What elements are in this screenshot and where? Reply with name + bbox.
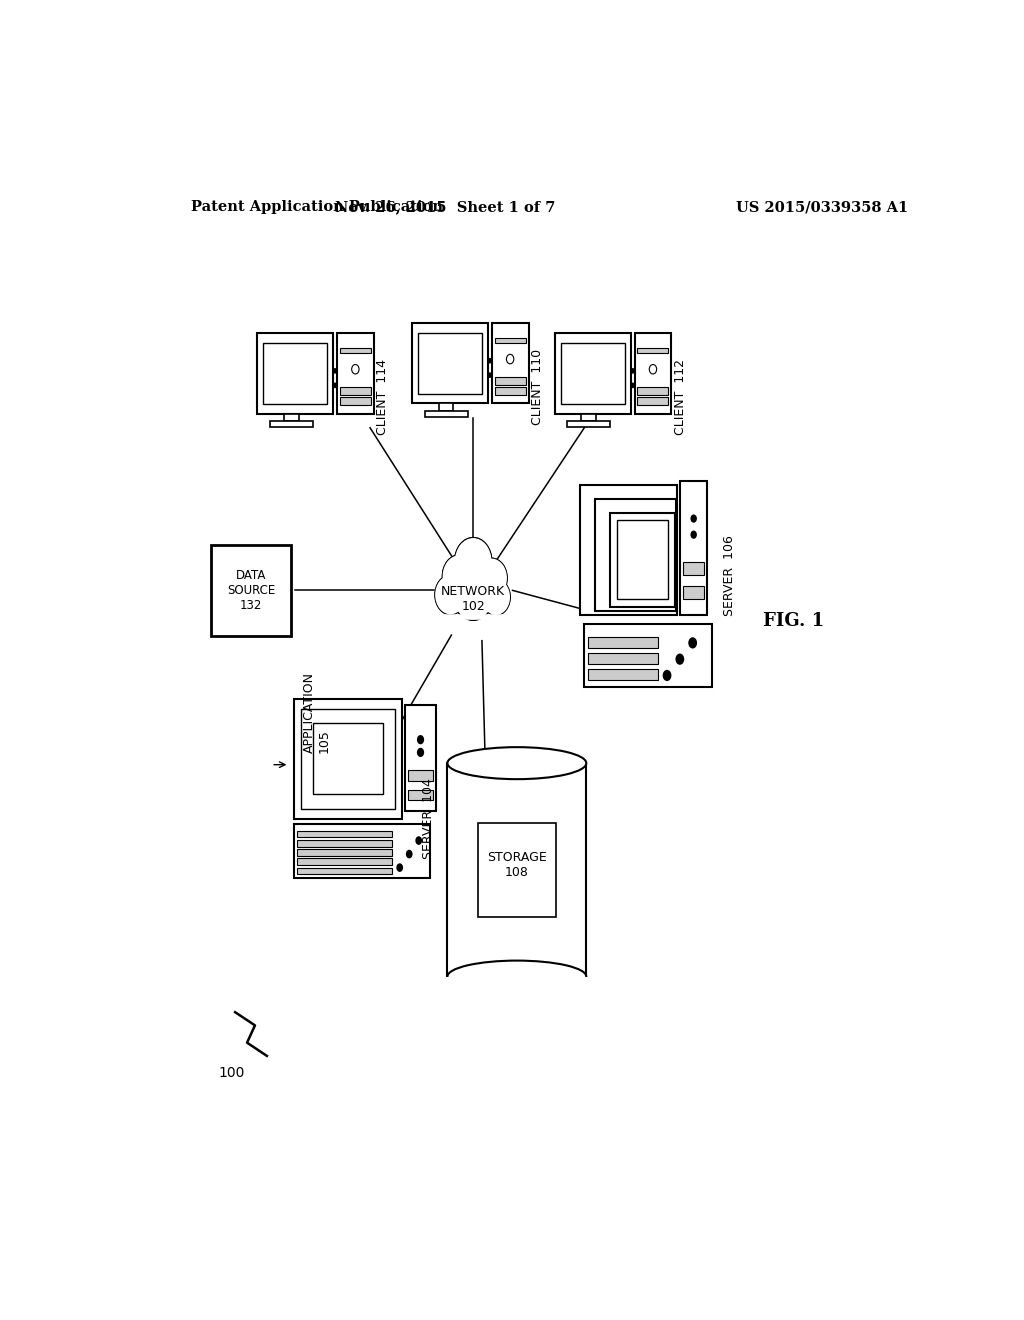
Bar [263,343,327,404]
Circle shape [507,354,514,364]
Circle shape [333,383,337,388]
Circle shape [690,531,697,539]
Bar [297,830,391,837]
Circle shape [476,558,507,598]
Bar [340,348,371,354]
Bar [301,709,395,809]
Bar [409,789,432,800]
Bar [313,723,383,795]
Bar [683,586,705,599]
Bar [581,486,678,615]
Bar [257,333,333,413]
Circle shape [333,368,337,374]
Circle shape [416,837,422,845]
Text: US 2015/0339358 A1: US 2015/0339358 A1 [736,201,908,214]
Bar [635,333,672,413]
Text: NETWORK
102: NETWORK 102 [441,585,505,612]
Circle shape [453,566,495,620]
Circle shape [453,568,494,619]
Bar [284,413,299,421]
Circle shape [442,556,476,598]
Bar [297,849,391,855]
Bar [638,397,669,405]
Bar [588,669,658,681]
Bar [638,387,669,395]
Bar [337,333,374,413]
Circle shape [482,579,509,614]
Bar [561,343,625,404]
Bar [269,421,312,426]
Bar [297,858,391,865]
Bar [438,404,454,411]
Bar [588,636,658,648]
Bar [610,512,675,606]
Bar [294,698,402,818]
Circle shape [417,735,424,744]
Bar [425,411,468,417]
Circle shape [487,358,493,363]
Bar [443,977,590,995]
Text: Patent Application Publication: Patent Application Publication [191,201,443,214]
Circle shape [688,638,697,648]
Text: SERVER  106: SERVER 106 [723,535,736,615]
Bar [680,480,708,615]
Circle shape [456,539,490,583]
Bar [412,323,488,404]
Bar [340,387,371,395]
Bar [638,348,669,354]
Bar [492,323,528,404]
Circle shape [631,383,635,388]
Circle shape [631,368,635,374]
Bar [495,338,525,343]
Circle shape [351,364,359,374]
Circle shape [406,850,413,858]
Bar [340,397,371,405]
Bar [297,867,391,874]
Circle shape [676,653,684,665]
Text: CLIENT  110: CLIENT 110 [531,348,544,425]
Bar [294,825,430,878]
Circle shape [417,747,424,758]
Bar [211,545,291,636]
Bar [418,333,482,393]
Bar [447,763,587,977]
Circle shape [690,515,697,523]
Circle shape [482,579,510,615]
Bar [495,387,525,395]
Circle shape [487,372,493,378]
Text: FIG. 1: FIG. 1 [763,612,824,630]
Bar [406,705,435,810]
Text: SERVER  104: SERVER 104 [422,779,434,859]
Circle shape [435,576,466,614]
Circle shape [663,669,672,681]
Bar [297,840,391,846]
Text: CLIENT  112: CLIENT 112 [674,359,687,436]
Circle shape [443,556,475,597]
Circle shape [477,560,506,597]
Bar [409,771,432,781]
Circle shape [455,537,492,585]
Ellipse shape [447,961,587,993]
Text: DATA
SOURCE
132: DATA SOURCE 132 [227,569,275,612]
Text: 100: 100 [218,1067,245,1080]
Bar [478,822,556,917]
Bar [584,624,712,686]
Bar [567,421,610,426]
Circle shape [436,576,465,614]
Ellipse shape [447,747,587,779]
Bar [616,520,669,599]
Bar [683,561,705,576]
Text: CLIENT  114: CLIENT 114 [376,359,389,436]
Bar [495,376,525,385]
Bar [555,333,631,413]
Circle shape [649,364,656,374]
Bar [588,653,658,664]
Bar [582,413,596,421]
Bar [595,499,676,611]
Text: APPLICATION
105: APPLICATION 105 [303,672,331,752]
Text: STORAGE
108: STORAGE 108 [487,851,547,879]
Text: Nov. 26, 2015  Sheet 1 of 7: Nov. 26, 2015 Sheet 1 of 7 [335,201,556,214]
Circle shape [396,863,403,873]
